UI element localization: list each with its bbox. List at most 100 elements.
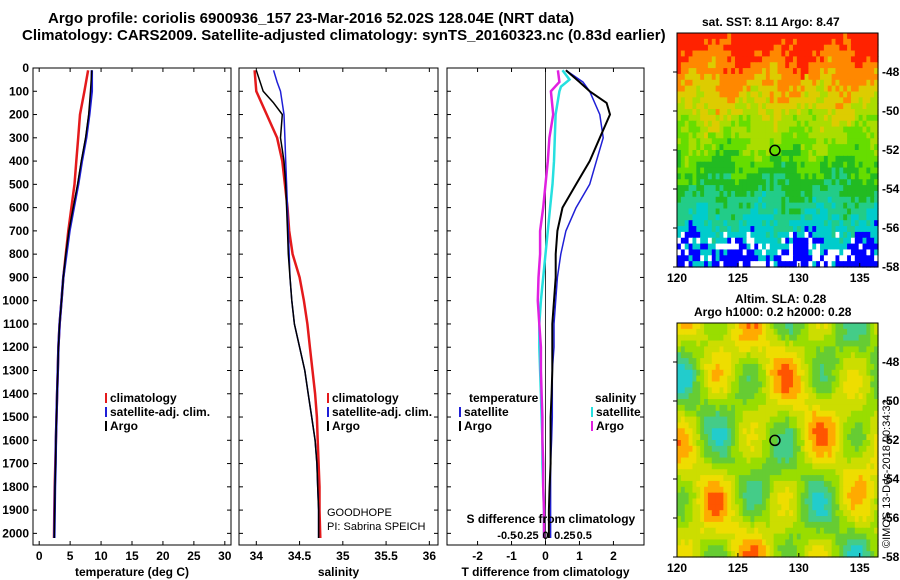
map-cell [858, 504, 864, 511]
map-cell [866, 404, 871, 412]
map-cell [816, 38, 821, 46]
map-cell [696, 231, 701, 239]
map-cell [785, 179, 790, 186]
map-cell [777, 363, 782, 371]
map-cell [800, 38, 806, 46]
map-cell [692, 109, 697, 116]
map-cell [777, 196, 782, 204]
map-cell [688, 214, 694, 221]
map-cell [734, 369, 740, 377]
map-cell [808, 73, 813, 81]
map-cell [719, 334, 724, 342]
map-cell [731, 79, 736, 87]
map-cell [773, 38, 779, 46]
map-cell [835, 457, 840, 464]
map-cell [804, 68, 810, 75]
map-cell [835, 261, 840, 268]
map-cell [827, 179, 833, 186]
map-cell [781, 56, 786, 63]
map-cell [854, 114, 860, 122]
map-cell [847, 352, 852, 359]
map-cell [765, 323, 771, 330]
map-cell [866, 255, 871, 262]
map-cell [738, 173, 744, 180]
map-cell [688, 393, 694, 400]
map-cell [719, 190, 724, 198]
map-cell [874, 50, 879, 57]
map-cell [835, 334, 840, 342]
map-cell [781, 521, 786, 529]
map-cell [758, 202, 763, 210]
map-cell [731, 202, 736, 210]
map-cell [870, 334, 875, 342]
map-cell [707, 144, 713, 151]
map-cell [719, 516, 724, 523]
map-cell [820, 486, 825, 494]
map-cell [707, 97, 713, 104]
map-cell [692, 416, 697, 424]
map-cell [789, 190, 794, 198]
map-cell [777, 68, 782, 75]
map-cell [816, 510, 821, 517]
map-cell [812, 243, 817, 251]
map-cell [827, 545, 833, 552]
map-cell [831, 114, 837, 122]
map-cell [680, 231, 686, 239]
map-cell [765, 451, 771, 459]
map-cell [680, 173, 686, 180]
map-cell [700, 226, 705, 233]
map-cell [839, 334, 844, 342]
map-cell [762, 422, 767, 429]
map-cell [769, 498, 775, 505]
map-cell [723, 340, 728, 347]
map-cell [847, 393, 852, 400]
map-cell [850, 155, 856, 163]
map-cell [862, 463, 868, 470]
map-cell [812, 91, 817, 98]
map-cell [823, 237, 829, 245]
map-cell [862, 480, 868, 488]
map-cell [692, 410, 697, 418]
map-cell [870, 85, 875, 93]
map-cell [684, 328, 690, 336]
map-cell [700, 469, 705, 476]
map-cell [707, 243, 713, 251]
map-cell [808, 352, 813, 359]
map-cell [684, 387, 690, 394]
map-cell [874, 237, 879, 245]
map-cell [731, 451, 736, 459]
map-cell [742, 114, 748, 122]
map-cell [731, 155, 736, 163]
map-cell [816, 91, 821, 98]
map-cell [765, 33, 771, 40]
map-cell [854, 237, 860, 245]
map-cell [750, 352, 755, 359]
map-cell [746, 422, 752, 429]
map-cell [754, 334, 759, 342]
map-cell [765, 97, 771, 104]
map-cell [773, 179, 779, 186]
map-cell [854, 167, 860, 174]
map-cell [773, 208, 779, 215]
map-cell [812, 399, 817, 406]
map-cell [758, 261, 763, 268]
map-cell [742, 196, 748, 204]
map-cell [696, 363, 701, 371]
map-cell [727, 328, 732, 336]
x-tick-label: 35.5 [374, 549, 398, 563]
map-cell [746, 404, 752, 412]
map-cell [847, 202, 852, 210]
map-cell [823, 434, 829, 441]
map-cell [816, 416, 821, 424]
map-cell [696, 208, 701, 215]
map-cell [723, 79, 728, 87]
map-cell [781, 173, 786, 180]
map-cell [781, 150, 786, 157]
map-cell [692, 185, 697, 192]
map-cell [711, 445, 717, 453]
map-cell [750, 358, 755, 365]
map-cell [839, 363, 844, 371]
map-cell [804, 150, 810, 157]
map-cell [843, 114, 848, 122]
map-cell [816, 243, 821, 250]
